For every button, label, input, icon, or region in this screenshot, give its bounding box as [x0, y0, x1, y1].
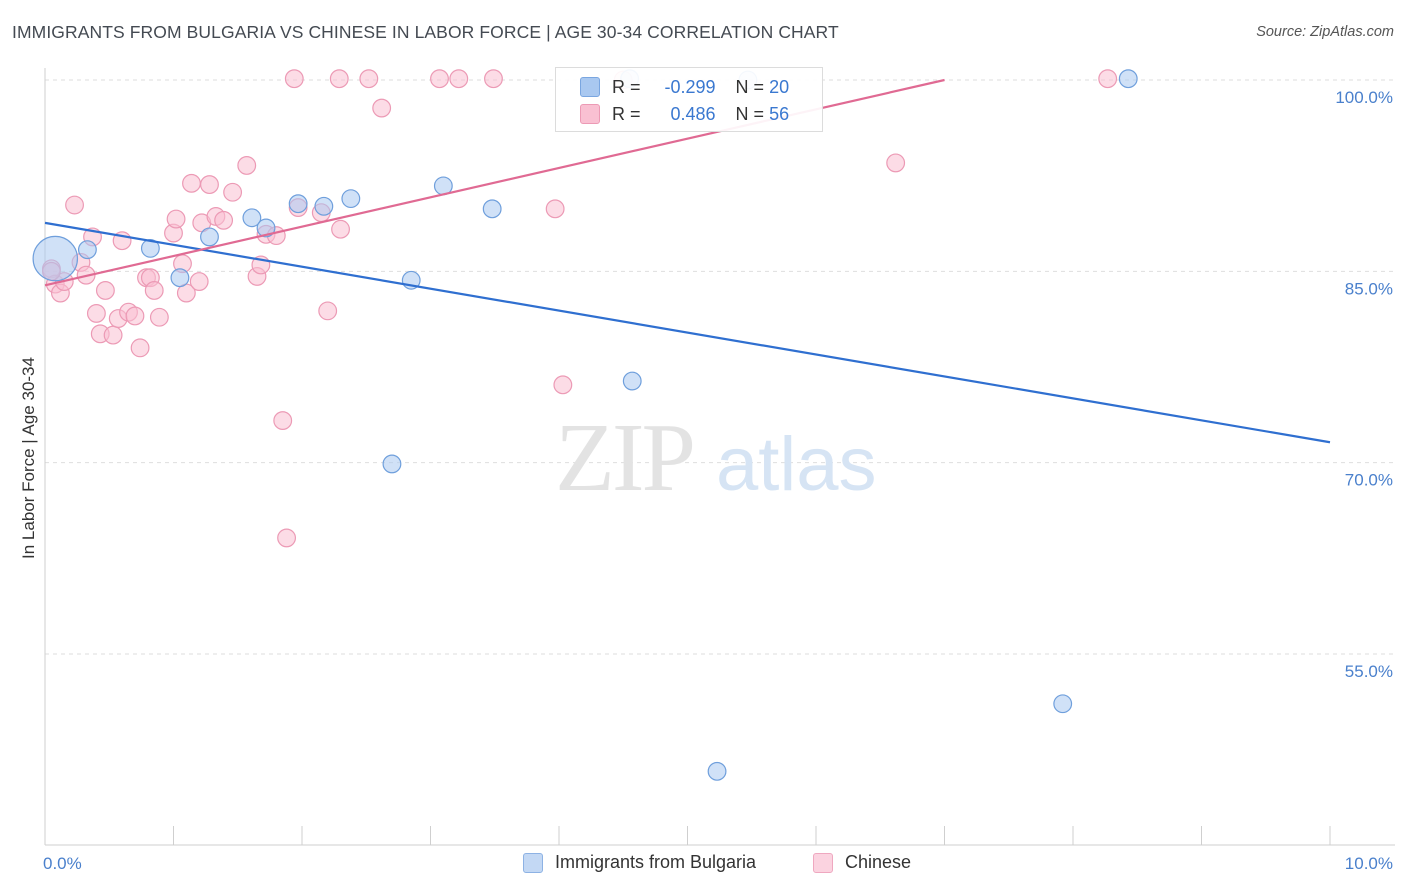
- data-point: [189, 272, 209, 291]
- data-point: [449, 69, 469, 89]
- legend-n-label: N =: [735, 103, 765, 124]
- data-point: [1118, 69, 1138, 89]
- data-point: [237, 156, 257, 175]
- legend-n-label: N =: [735, 76, 765, 97]
- y-axis-label: In Labor Force | Age 30-34: [19, 357, 38, 559]
- data-point: [77, 240, 97, 260]
- data-point: [430, 69, 449, 89]
- y-tick-label: 100.0%: [1335, 88, 1393, 107]
- bottom-legend-swatch-bulgaria: [523, 852, 543, 873]
- data-point: [103, 325, 123, 345]
- bottom-legend-label-chinese: Chinese: [845, 852, 912, 872]
- data-point: [318, 301, 338, 321]
- bottom-legend-swatch-chinese: [813, 852, 833, 873]
- legend-swatch-chinese: [580, 104, 600, 124]
- y-tick-label: 85.0%: [1345, 279, 1393, 298]
- bottom-legend-chinese: Chinese: [813, 852, 911, 873]
- axes: [44, 68, 1395, 846]
- legend-n-value: 20: [769, 76, 790, 97]
- data-point: [545, 199, 565, 219]
- watermark-zip: ZIP: [555, 404, 693, 512]
- data-point: [277, 528, 297, 548]
- legend-r-label: R =: [612, 103, 641, 124]
- data-point: [707, 761, 727, 781]
- legend-row-chinese: R = 0.486 N = 56: [580, 102, 789, 126]
- data-point: [273, 411, 293, 431]
- legend-row-bulgaria: R = -0.299 N = 20: [580, 75, 789, 99]
- y-tick-label: 70.0%: [1345, 471, 1393, 490]
- legend-r-value: -0.299: [664, 76, 716, 97]
- data-point: [482, 199, 502, 219]
- y-tick-label: 55.0%: [1345, 662, 1393, 681]
- data-point: [886, 153, 906, 173]
- data-point: [256, 218, 276, 238]
- legend-r-label: R =: [612, 76, 641, 97]
- data-point: [314, 196, 334, 216]
- data-point: [622, 371, 642, 391]
- data-point: [95, 281, 115, 300]
- tick-labels: 55.0% 70.0% 85.0% 100.0% 0.0% 10.0%: [43, 88, 1393, 873]
- data-point: [382, 454, 402, 474]
- x-tick-label: 0.0%: [43, 854, 82, 873]
- data-point: [130, 338, 150, 358]
- data-point: [553, 375, 573, 395]
- watermark-atlas: atlas: [716, 422, 877, 507]
- data-point: [341, 189, 361, 209]
- data-point: [149, 307, 169, 327]
- trend-line: [44, 221, 1331, 444]
- data-point: [214, 210, 234, 230]
- legend-r-value: 0.486: [670, 103, 716, 124]
- data-point: [1098, 69, 1118, 89]
- data-point: [200, 175, 219, 195]
- stats-legend: R = -0.299 N = 20 R = 0.486 N = 56: [555, 67, 823, 132]
- data-point: [372, 98, 392, 118]
- source-label: Source: ZipAtlas.com: [1256, 24, 1394, 40]
- data-point: [284, 69, 304, 89]
- data-point: [223, 182, 243, 202]
- data-point: [170, 268, 190, 288]
- data-point: [182, 173, 201, 193]
- data-point: [166, 209, 186, 229]
- legend-swatch-bulgaria: [580, 77, 600, 97]
- data-point: [125, 306, 145, 326]
- data-point: [86, 303, 106, 323]
- chart-title: IMMIGRANTS FROM BULGARIA VS CHINESE IN L…: [12, 22, 839, 42]
- data-point: [32, 235, 79, 282]
- bottom-legend-bulgaria: Immigrants from Bulgaria: [523, 852, 756, 873]
- data-point: [144, 281, 164, 300]
- x-tick-label: 10.0%: [1345, 854, 1393, 873]
- data-point: [484, 69, 503, 89]
- data-point: [331, 219, 350, 239]
- data-point: [288, 194, 308, 214]
- trend-lines: [44, 78, 1331, 444]
- bottom-legend-label-bulgaria: Immigrants from Bulgaria: [555, 852, 757, 872]
- data-point: [200, 227, 219, 247]
- data-point: [359, 69, 379, 89]
- legend-n-value: 56: [769, 103, 790, 124]
- data-point: [1053, 694, 1073, 714]
- data-point: [242, 208, 262, 228]
- data-point: [65, 195, 84, 215]
- data-point: [329, 69, 349, 89]
- data-point: [140, 238, 160, 258]
